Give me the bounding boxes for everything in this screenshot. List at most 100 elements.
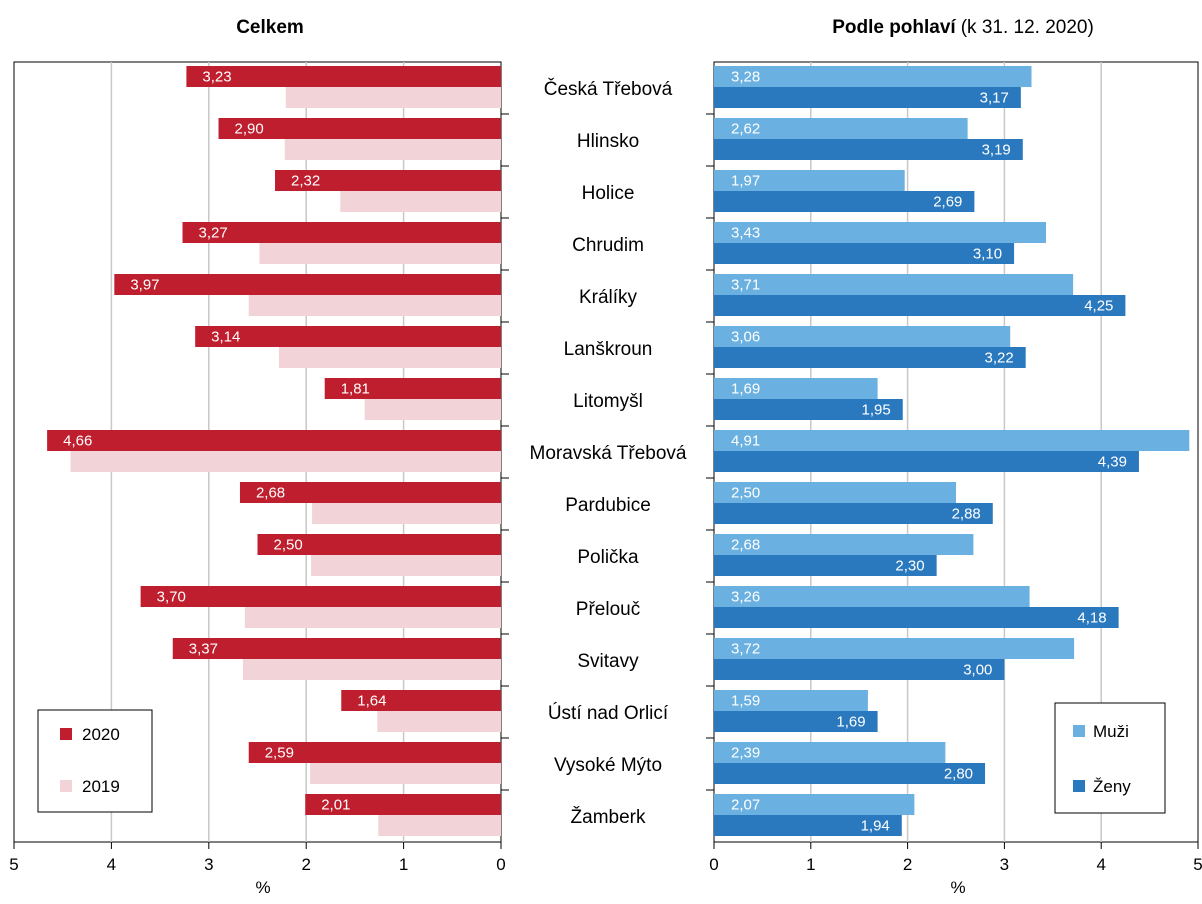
category-label-chrudim: Chrudim: [572, 235, 644, 256]
bar-2020-holice: [275, 170, 501, 191]
bar-zeny-lanskroun: [714, 347, 1026, 368]
bar-zeny-moravska-trebova: [714, 451, 1139, 472]
label-2020-zamberk: 2,01: [321, 797, 350, 814]
bar-zeny-svitavy: [714, 659, 1005, 680]
bar-2019-policka: [311, 555, 501, 576]
label-muzi-chrudim: 3,43: [731, 225, 760, 242]
legend-label-2019: 2019: [82, 777, 120, 796]
bar-zeny-chrudim: [714, 243, 1015, 264]
bar-2019-holice: [340, 191, 501, 212]
label-zeny-zamberk: 1,94: [861, 818, 890, 835]
label-muzi-prelouc: 3,26: [731, 589, 760, 606]
category-label-litomysl: Litomyšl: [573, 391, 643, 412]
label-muzi-pardubice: 2,50: [731, 485, 760, 502]
label-muzi-lanskroun: 3,06: [731, 329, 760, 346]
bar-2020-ceska-trebova: [186, 66, 501, 87]
label-2020-svitavy: 3,37: [189, 641, 218, 658]
label-2020-pardubice: 2,68: [256, 485, 285, 502]
bar-2020-zamberk: [305, 794, 501, 815]
label-muzi-ceska-trebova: 3,28: [731, 69, 760, 86]
bar-2020-vysoke-myto: [248, 742, 501, 763]
label-2020-prelouc: 3,70: [157, 589, 186, 606]
bar-2020-chrudim: [182, 222, 501, 243]
bar-muzi-lanskroun: [714, 326, 1011, 347]
category-label-kraliky: Králíky: [579, 287, 638, 308]
left-bars: 3,23 2,90 2,32 3,27 3,97 3,14 1,81 4,66 2,68 2,50…: [47, 66, 502, 836]
label-2020-vysoke-myto: 2,59: [265, 745, 294, 762]
category-ticks: [501, 113, 714, 791]
category-label-hlinsko: Hlinsko: [577, 131, 639, 152]
left-x-tick-label: 4: [107, 855, 116, 874]
bar-zeny-ceska-trebova: [714, 87, 1021, 108]
label-muzi-usti-nad-orlici: 1,59: [731, 693, 760, 710]
label-zeny-chrudim: 3,10: [973, 246, 1002, 263]
bar-zeny-holice: [714, 191, 975, 212]
label-zeny-litomysl: 1,95: [862, 402, 891, 419]
label-zeny-kraliky: 4,25: [1084, 298, 1113, 315]
bar-2020-hlinsko: [218, 118, 502, 139]
label-2020-holice: 2,32: [291, 173, 320, 190]
label-muzi-moravska-trebova: 4,91: [731, 433, 760, 450]
category-label-usti-nad-orlici: Ústí nad Orlicí: [548, 702, 669, 724]
right-x-tick-label: 1: [806, 855, 815, 874]
bar-2020-prelouc: [140, 586, 501, 607]
bar-muzi-litomysl: [714, 378, 878, 399]
bar-zeny-kraliky: [714, 295, 1126, 316]
bar-2020-svitavy: [172, 638, 501, 659]
label-zeny-usti-nad-orlici: 1,69: [836, 714, 865, 731]
right-bars: 3,28 3,17 2,62 3,19 1,97 2,69 3,43 3,10 3,71 4,25…: [714, 66, 1190, 836]
label-muzi-policka: 2,68: [731, 537, 760, 554]
bar-muzi-vysoke-myto: [714, 742, 946, 763]
legend-label-zeny: Ženy: [1093, 777, 1131, 796]
bar-2019-litomysl: [364, 399, 501, 420]
category-label-moravska-trebova: Moravská Třebová: [530, 443, 687, 464]
bar-2019-chrudim: [259, 243, 501, 264]
bar-muzi-zamberk: [714, 794, 915, 815]
bar-2019-pardubice: [312, 503, 501, 524]
left-x-tick-label: 5: [9, 855, 18, 874]
label-2020-chrudim: 3,27: [199, 225, 228, 242]
label-2020-lanskroun: 3,14: [211, 329, 240, 346]
bar-muzi-usti-nad-orlici: [714, 690, 868, 711]
category-label-ceska-trebova: Česká Třebová: [544, 78, 673, 100]
label-muzi-kraliky: 3,71: [731, 277, 760, 294]
right-legend: Muži Ženy: [1054, 702, 1166, 814]
label-zeny-svitavy: 3,00: [963, 662, 992, 679]
bar-muzi-policka: [714, 534, 974, 555]
right-chart-title-main: Podle pohlaví: [832, 17, 956, 38]
label-2020-ceska-trebova: 3,23: [202, 69, 231, 86]
left-legend-box: [37, 709, 153, 813]
category-label-policka: Polička: [577, 547, 639, 568]
bar-2020-litomysl: [324, 378, 501, 399]
label-zeny-holice: 2,69: [933, 194, 962, 211]
label-muzi-svitavy: 3,72: [731, 641, 760, 658]
left-x-tick-label: 2: [301, 855, 310, 874]
label-muzi-vysoke-myto: 2,39: [731, 745, 760, 762]
bar-muzi-moravska-trebova: [714, 430, 1190, 451]
bar-2020-lanskroun: [195, 326, 501, 347]
right-x-tick-label: 5: [1193, 855, 1202, 874]
bar-zeny-usti-nad-orlici: [714, 711, 878, 732]
legend-label-2020: 2020: [82, 725, 120, 744]
bar-zeny-pardubice: [714, 503, 993, 524]
legend-swatch-zeny: [1073, 780, 1085, 792]
left-x-axis-label: %: [255, 878, 270, 897]
right-x-tick-label: 0: [709, 855, 718, 874]
right-x-axis: 0 1 2 3 4 5: [709, 842, 1202, 874]
category-label-vysoke-myto: Vysoké Mýto: [554, 755, 662, 776]
label-zeny-lanskroun: 3,22: [984, 350, 1013, 367]
label-2020-hlinsko: 2,90: [235, 121, 264, 138]
bar-2019-usti-nad-orlici: [377, 711, 501, 732]
bar-2019-hlinsko: [284, 139, 501, 160]
bar-2020-policka: [257, 534, 501, 555]
label-2020-usti-nad-orlici: 1,64: [357, 693, 386, 710]
category-labels: Česká Třebová Hlinsko Holice Chrudim Králíky…: [530, 78, 687, 828]
label-zeny-moravska-trebova: 4,39: [1098, 454, 1127, 471]
label-zeny-policka: 2,30: [895, 558, 924, 575]
bar-muzi-prelouc: [714, 586, 1030, 607]
bar-zeny-litomysl: [714, 399, 903, 420]
category-label-svitavy: Svitavy: [577, 651, 639, 672]
bar-2019-vysoke-myto: [310, 763, 501, 784]
right-x-tick-label: 4: [1096, 855, 1105, 874]
